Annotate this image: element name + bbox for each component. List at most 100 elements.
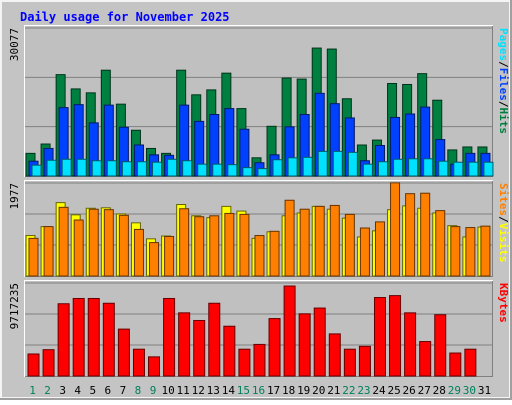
bar-pages-day-13 — [212, 163, 223, 177]
x-axis-tick-label: 13 — [207, 384, 220, 397]
bar-kbytes-day-7 — [117, 328, 130, 377]
bar-kbytes-day-19 — [298, 313, 311, 377]
panel-requests: 30077 Pages/Files/Hits — [8, 25, 510, 177]
bar-kbytes-day-27 — [419, 341, 432, 377]
y-axis-max-label: 30077 — [8, 28, 21, 61]
bar-sites-day-5 — [88, 208, 99, 277]
bar-kbytes-day-6 — [102, 302, 115, 377]
bar-kbytes-day-5 — [87, 297, 100, 377]
x-axis-tick-label: 28 — [433, 384, 446, 397]
bar-pages-day-11 — [182, 160, 193, 177]
bar-sites-day-1 — [28, 237, 39, 277]
y-axis-max-label: 1977 — [8, 183, 21, 210]
bar-pages-day-18 — [287, 157, 298, 177]
bar-sites-day-19 — [299, 208, 310, 277]
x-axis-tick-label: 18 — [282, 384, 295, 397]
bar-sites-day-8 — [133, 228, 144, 277]
bar-sites-day-11 — [179, 208, 190, 277]
bar-sites-day-22 — [344, 213, 355, 277]
bar-pages-day-7 — [121, 161, 132, 177]
bar-kbytes-day-14 — [223, 325, 236, 377]
legend-sites: Sites — [497, 183, 510, 216]
x-axis-tick-label: 21 — [327, 384, 340, 397]
chart-title: Daily usage for November 2025 — [20, 10, 230, 24]
legend-pages: Pages — [497, 28, 510, 61]
bar-pages-day-17 — [272, 159, 283, 177]
bar-pages-day-9 — [152, 161, 163, 177]
x-axis-tick-label: 11 — [177, 384, 190, 397]
bar-sites-day-6 — [103, 209, 114, 277]
bar-sites-day-23 — [359, 227, 370, 277]
bar-sites-day-14 — [224, 212, 235, 277]
bar-pages-day-6 — [106, 160, 117, 177]
legend-kbytes: KBytes — [497, 283, 510, 323]
x-axis-tick-label: 22 — [342, 384, 355, 397]
bar-pages-day-22 — [347, 151, 358, 177]
bar-pages-day-19 — [302, 156, 313, 177]
bar-kbytes-day-18 — [283, 285, 296, 377]
legend-separator: / — [497, 216, 510, 223]
bar-kbytes-day-22 — [343, 348, 356, 377]
bar-pages-day-23 — [362, 163, 373, 177]
bar-kbytes-day-11 — [178, 312, 191, 377]
x-axis-tick-label: 20 — [312, 384, 325, 397]
bar-pages-day-8 — [136, 161, 147, 177]
bar-kbytes-day-1 — [27, 353, 40, 377]
x-axis-tick-label: 7 — [120, 384, 127, 397]
x-axis-tick-label: 25 — [387, 384, 400, 397]
bar-kbytes-day-29 — [449, 352, 462, 377]
x-axis-tick-label: 4 — [74, 384, 81, 397]
x-axis-tick-label: 8 — [135, 384, 142, 397]
x-axis-tick-label: 3 — [59, 384, 66, 397]
bar-sites-day-28 — [435, 210, 446, 277]
bar-kbytes-day-3 — [57, 303, 70, 377]
bar-pages-day-2 — [46, 159, 57, 177]
bar-pages-day-30 — [468, 161, 479, 177]
bar-kbytes-day-13 — [208, 302, 221, 377]
x-axis-tick-label: 24 — [372, 384, 386, 397]
bar-pages-day-5 — [91, 160, 102, 177]
bar-pages-day-29 — [453, 161, 464, 177]
bar-sites-day-2 — [43, 226, 54, 277]
bar-pages-day-15 — [242, 167, 253, 177]
x-axis-tick-label: 16 — [252, 384, 265, 397]
bar-sites-day-29 — [450, 226, 461, 277]
panel-legend: Pages/Files/Hits — [497, 28, 510, 134]
bar-pages-day-27 — [423, 158, 434, 177]
bar-kbytes-day-21 — [328, 333, 341, 377]
bar-pages-day-3 — [61, 158, 72, 177]
legend-visits: Visits — [497, 223, 510, 263]
panel-visitors: 1977 Sites/Visits — [8, 180, 510, 277]
legend-files: Files — [497, 68, 510, 101]
bar-kbytes-day-20 — [313, 307, 326, 377]
x-axis-tick-label: 6 — [105, 384, 112, 397]
bar-kbytes-day-2 — [42, 349, 55, 377]
panel-legend: KBytes — [497, 283, 510, 323]
legend-separator: / — [497, 61, 510, 68]
bar-sites-day-4 — [73, 219, 84, 277]
x-axis-tick-label: 27 — [418, 384, 431, 397]
bar-sites-day-26 — [405, 193, 416, 277]
x-axis-tick-label: 15 — [237, 384, 250, 397]
x-axis-tick-label: 19 — [297, 384, 310, 397]
bar-kbytes-day-26 — [404, 312, 417, 377]
x-axis-tick-label: 26 — [403, 384, 416, 397]
bar-kbytes-day-8 — [132, 348, 145, 377]
legend-hits: Hits — [497, 108, 510, 135]
bar-kbytes-day-16 — [253, 343, 266, 377]
x-axis-tick-label: 23 — [357, 384, 370, 397]
bar-kbytes-day-15 — [238, 348, 251, 377]
bar-sites-day-17 — [269, 230, 280, 277]
x-axis-tick-label: 14 — [222, 384, 236, 397]
bar-sites-day-18 — [284, 199, 295, 277]
bar-pages-day-16 — [257, 168, 268, 177]
x-axis-day-labels: 1 2 3 4 5 6 7 8 9 10 11 12 13 14 15 16 17 18 19 20 21 22 23 24 2… — [29, 384, 491, 397]
panel-legend: Sites/Visits — [497, 183, 510, 263]
x-axis-tick-label: 17 — [267, 384, 280, 397]
x-axis-tick-label: 30 — [463, 384, 476, 397]
bar-sites-day-31 — [480, 225, 491, 277]
bar-pages-day-4 — [76, 158, 87, 177]
bar-pages-day-25 — [393, 158, 404, 177]
